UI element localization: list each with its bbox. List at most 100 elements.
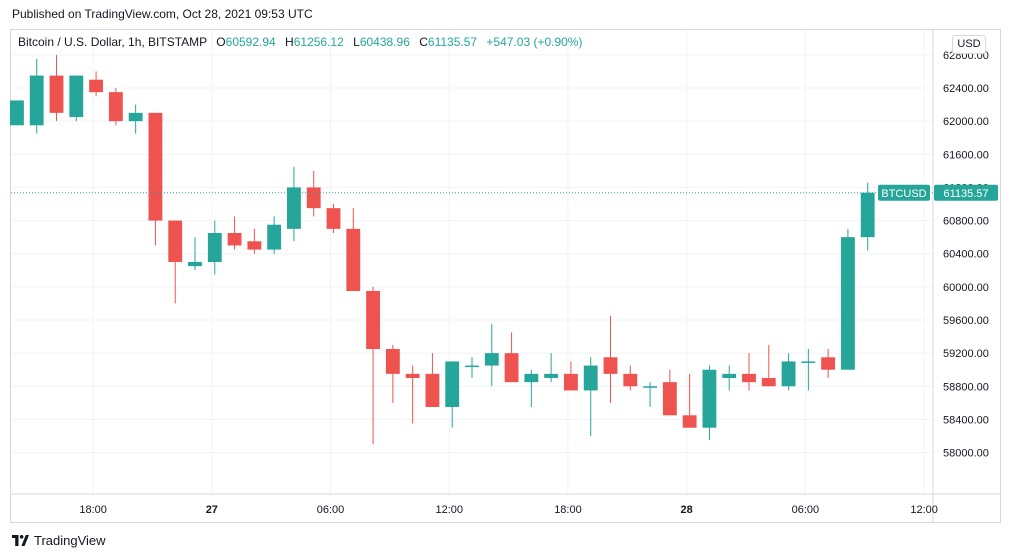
candle (564, 361, 578, 391)
candle (781, 353, 796, 391)
tradingview-logo[interactable]: TradingView (12, 533, 106, 548)
candle (524, 369, 539, 407)
candle-body (10, 100, 24, 126)
candle (89, 71, 104, 97)
candle (168, 220, 183, 304)
y-tick-label: 60400.00 (943, 249, 989, 261)
candle (840, 228, 855, 370)
candle (544, 353, 559, 383)
candle-body (801, 361, 816, 363)
candle (306, 170, 321, 217)
candle (504, 332, 519, 383)
close-value: 61135.57 (427, 35, 478, 49)
candle (247, 228, 262, 254)
open-key: O (216, 35, 226, 49)
y-tick-label: 59600.00 (943, 315, 989, 327)
candle-body (682, 415, 697, 428)
candle-body (128, 112, 143, 122)
candle-body (860, 192, 875, 238)
y-tick-label: 60000.00 (943, 282, 989, 294)
candle-body (168, 220, 183, 262)
candle (801, 349, 816, 391)
last-price-tag-label: 61135.57 (943, 188, 988, 200)
x-tick-label: 27 (206, 504, 218, 516)
candle (860, 182, 875, 251)
x-tick-label: 28 (681, 504, 693, 516)
candle-body (405, 373, 420, 378)
chart-legend: Bitcoin / U.S. Dollar, 1h, BITSTAMP O605… (18, 35, 582, 49)
last-price-tag-bg (934, 184, 998, 201)
candle-body (366, 291, 380, 349)
x-tick-label: 12:00 (910, 504, 938, 516)
y-tick-label: 58800.00 (943, 381, 989, 393)
candle-body (524, 373, 539, 383)
candle (267, 216, 282, 254)
candle-body (702, 369, 717, 428)
candle (346, 208, 361, 291)
candle (69, 75, 84, 122)
open-value: 60592.94 (225, 35, 276, 49)
candle (465, 357, 479, 378)
candle (227, 216, 242, 250)
candle (385, 344, 400, 403)
candle (108, 88, 123, 126)
tradingview-logo-icon (12, 535, 29, 546)
candle (761, 344, 776, 387)
candle-body (583, 365, 598, 391)
published-caption: Published on TradingView.com, Oct 28, 20… (12, 7, 313, 21)
candle (643, 382, 657, 407)
candle (425, 353, 440, 407)
x-tick-label: 06:00 (317, 504, 345, 516)
candle-body (840, 237, 855, 370)
currency-button[interactable]: USD (952, 35, 986, 54)
candle (49, 54, 64, 122)
last-price-tag: 61135.57 (934, 184, 998, 201)
candle-body (385, 349, 400, 374)
x-tick-label: 18:00 (79, 504, 107, 516)
candle (405, 365, 420, 424)
candle-body (267, 224, 282, 250)
candle-body (49, 75, 64, 113)
candle-body (247, 241, 262, 250)
y-tick-label: 58400.00 (943, 414, 989, 426)
candle (29, 59, 44, 134)
symbol-tag-label: BTCUSD (881, 188, 926, 200)
candle-body (425, 373, 440, 407)
y-tick-label: 58000.00 (943, 448, 989, 460)
candle-body (662, 382, 677, 416)
y-tick-label: 59200.00 (943, 348, 989, 360)
candle-body (821, 357, 836, 370)
candle-body (465, 365, 479, 368)
y-tick-label: 60800.00 (943, 216, 989, 228)
low-key: L (353, 35, 360, 49)
price-axis: 58000.00 58400.00 58800.00 59200.00 59600.00… (943, 50, 989, 460)
symbol-title[interactable]: Bitcoin / U.S. Dollar, 1h, BITSTAMP (18, 35, 207, 49)
candle-body (484, 353, 499, 366)
candle-body (544, 373, 559, 378)
candle (702, 365, 717, 441)
candle-body (89, 79, 104, 93)
candle (10, 100, 24, 126)
candle-body (643, 386, 657, 388)
change-value: +547.03 (+0.90%) (486, 35, 583, 49)
candle (445, 361, 460, 428)
candle (287, 166, 301, 242)
candle (583, 357, 598, 436)
candle (682, 373, 697, 428)
candle-body (148, 112, 163, 221)
candle-body (326, 208, 341, 229)
x-tick-label: 18:00 (554, 504, 582, 516)
x-tick-label: 12:00 (435, 504, 463, 516)
candle (207, 220, 222, 275)
candle-body (722, 373, 737, 378)
candle-body (761, 378, 776, 387)
candle (188, 237, 202, 271)
candle-body (287, 187, 301, 229)
symbol-tag-bg (878, 184, 930, 201)
candle-body (742, 373, 756, 383)
candle-body (781, 361, 796, 387)
grid-lines (11, 30, 1000, 522)
candle (326, 204, 341, 233)
candles-layer (10, 54, 875, 445)
